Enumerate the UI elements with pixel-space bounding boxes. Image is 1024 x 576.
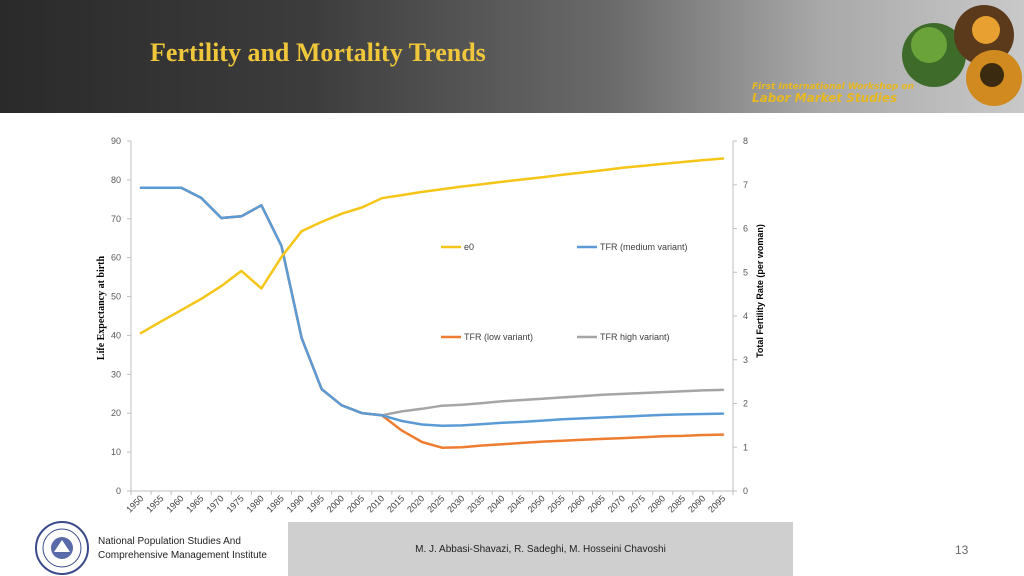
x-tick-label: 2040	[485, 493, 506, 514]
left-tick-label: 30	[111, 369, 121, 379]
series-line-0	[139, 157, 725, 335]
workshop-line-1: First International Workshop on	[752, 82, 914, 92]
right-tick-label: 4	[743, 311, 748, 321]
x-tick-label: 2070	[606, 493, 627, 514]
x-tick-label: 2095	[706, 493, 727, 514]
fertility-mortality-chart: 0102030405060708090012345678195019551960…	[96, 136, 765, 515]
x-tick-label: 1955	[144, 493, 165, 514]
x-tick-label: 2085	[666, 493, 687, 514]
institute-name: National Population Studies And Comprehe…	[98, 535, 267, 563]
page-number: 13	[955, 543, 969, 557]
slide-title: Fertility and Mortality Trends	[150, 38, 486, 67]
legend-label-0: e0	[464, 242, 474, 252]
right-tick-label: 5	[743, 267, 748, 277]
x-tick-label: 2075	[626, 493, 647, 514]
header-banner: Fertility and Mortality Trends First Int…	[0, 0, 1024, 113]
x-tick-label: 2025	[425, 493, 446, 514]
right-tick-label: 1	[743, 442, 748, 452]
left-tick-label: 80	[111, 175, 121, 185]
right-tick-label: 7	[743, 180, 748, 190]
right-tick-label: 0	[743, 486, 748, 496]
y-axis-title-right: Total Fertility Rate (per woman)	[755, 224, 765, 358]
institute-seal-logo	[35, 521, 89, 575]
workshop-photo-collage	[902, 5, 1022, 106]
workshop-line-2: Labor Market Studies	[752, 91, 898, 105]
x-tick-label: 2030	[445, 493, 466, 514]
left-tick-label: 60	[111, 253, 121, 263]
right-tick-label: 6	[743, 224, 748, 234]
left-tick-label: 70	[111, 214, 121, 224]
x-tick-label: 2050	[526, 493, 547, 514]
x-tick-label: 2065	[586, 493, 607, 514]
series-line-1	[139, 186, 725, 428]
x-tick-label: 2010	[365, 493, 386, 514]
x-tick-label: 2035	[465, 493, 486, 514]
institute-line-2: Comprehensive Management Institute	[98, 550, 267, 561]
x-tick-label: 2090	[686, 493, 707, 514]
authors-text: M. J. Abbasi-Shavazi, R. Sadeghi, M. Hos…	[415, 544, 666, 555]
legend-label-2: TFR (low variant)	[464, 332, 533, 342]
x-tick-label: 2020	[405, 493, 426, 514]
left-tick-label: 50	[111, 292, 121, 302]
right-tick-label: 8	[743, 136, 748, 146]
institute-line-1: National Population Studies And	[98, 536, 241, 547]
right-tick-label: 2	[743, 399, 748, 409]
x-tick-label: 2045	[505, 493, 526, 514]
x-tick-label: 1985	[265, 493, 286, 514]
x-tick-label: 1980	[245, 493, 266, 514]
series-line-3	[139, 186, 725, 417]
right-tick-label: 3	[743, 355, 748, 365]
left-tick-label: 40	[111, 330, 121, 340]
x-tick-label: 1990	[285, 493, 306, 514]
left-tick-label: 10	[111, 447, 121, 457]
x-tick-label: 1960	[164, 493, 185, 514]
y-axis-title-left: Life Expectancy at birth	[96, 255, 107, 360]
left-tick-label: 20	[111, 408, 121, 418]
x-tick-label: 1965	[184, 493, 205, 514]
x-tick-label: 1975	[225, 493, 246, 514]
x-tick-label: 1970	[204, 493, 225, 514]
x-tick-label: 2005	[345, 493, 366, 514]
x-tick-label: 2015	[385, 493, 406, 514]
legend-label-1: TFR (medium variant)	[600, 242, 688, 252]
x-tick-label: 1995	[305, 493, 326, 514]
x-tick-label: 1950	[124, 493, 145, 514]
x-tick-label: 2000	[325, 493, 346, 514]
left-tick-label: 90	[111, 136, 121, 146]
workshop-logo-text: First International Workshop on Labor Ma…	[752, 82, 914, 104]
x-tick-label: 2060	[566, 493, 587, 514]
x-tick-label: 2080	[646, 493, 667, 514]
x-tick-label: 2055	[546, 493, 567, 514]
series-line-2	[139, 186, 725, 449]
footer-authors-bar: M. J. Abbasi-Shavazi, R. Sadeghi, M. Hos…	[288, 522, 793, 576]
left-tick-label: 0	[116, 486, 121, 496]
legend-label-3: TFR high variant)	[600, 332, 670, 342]
